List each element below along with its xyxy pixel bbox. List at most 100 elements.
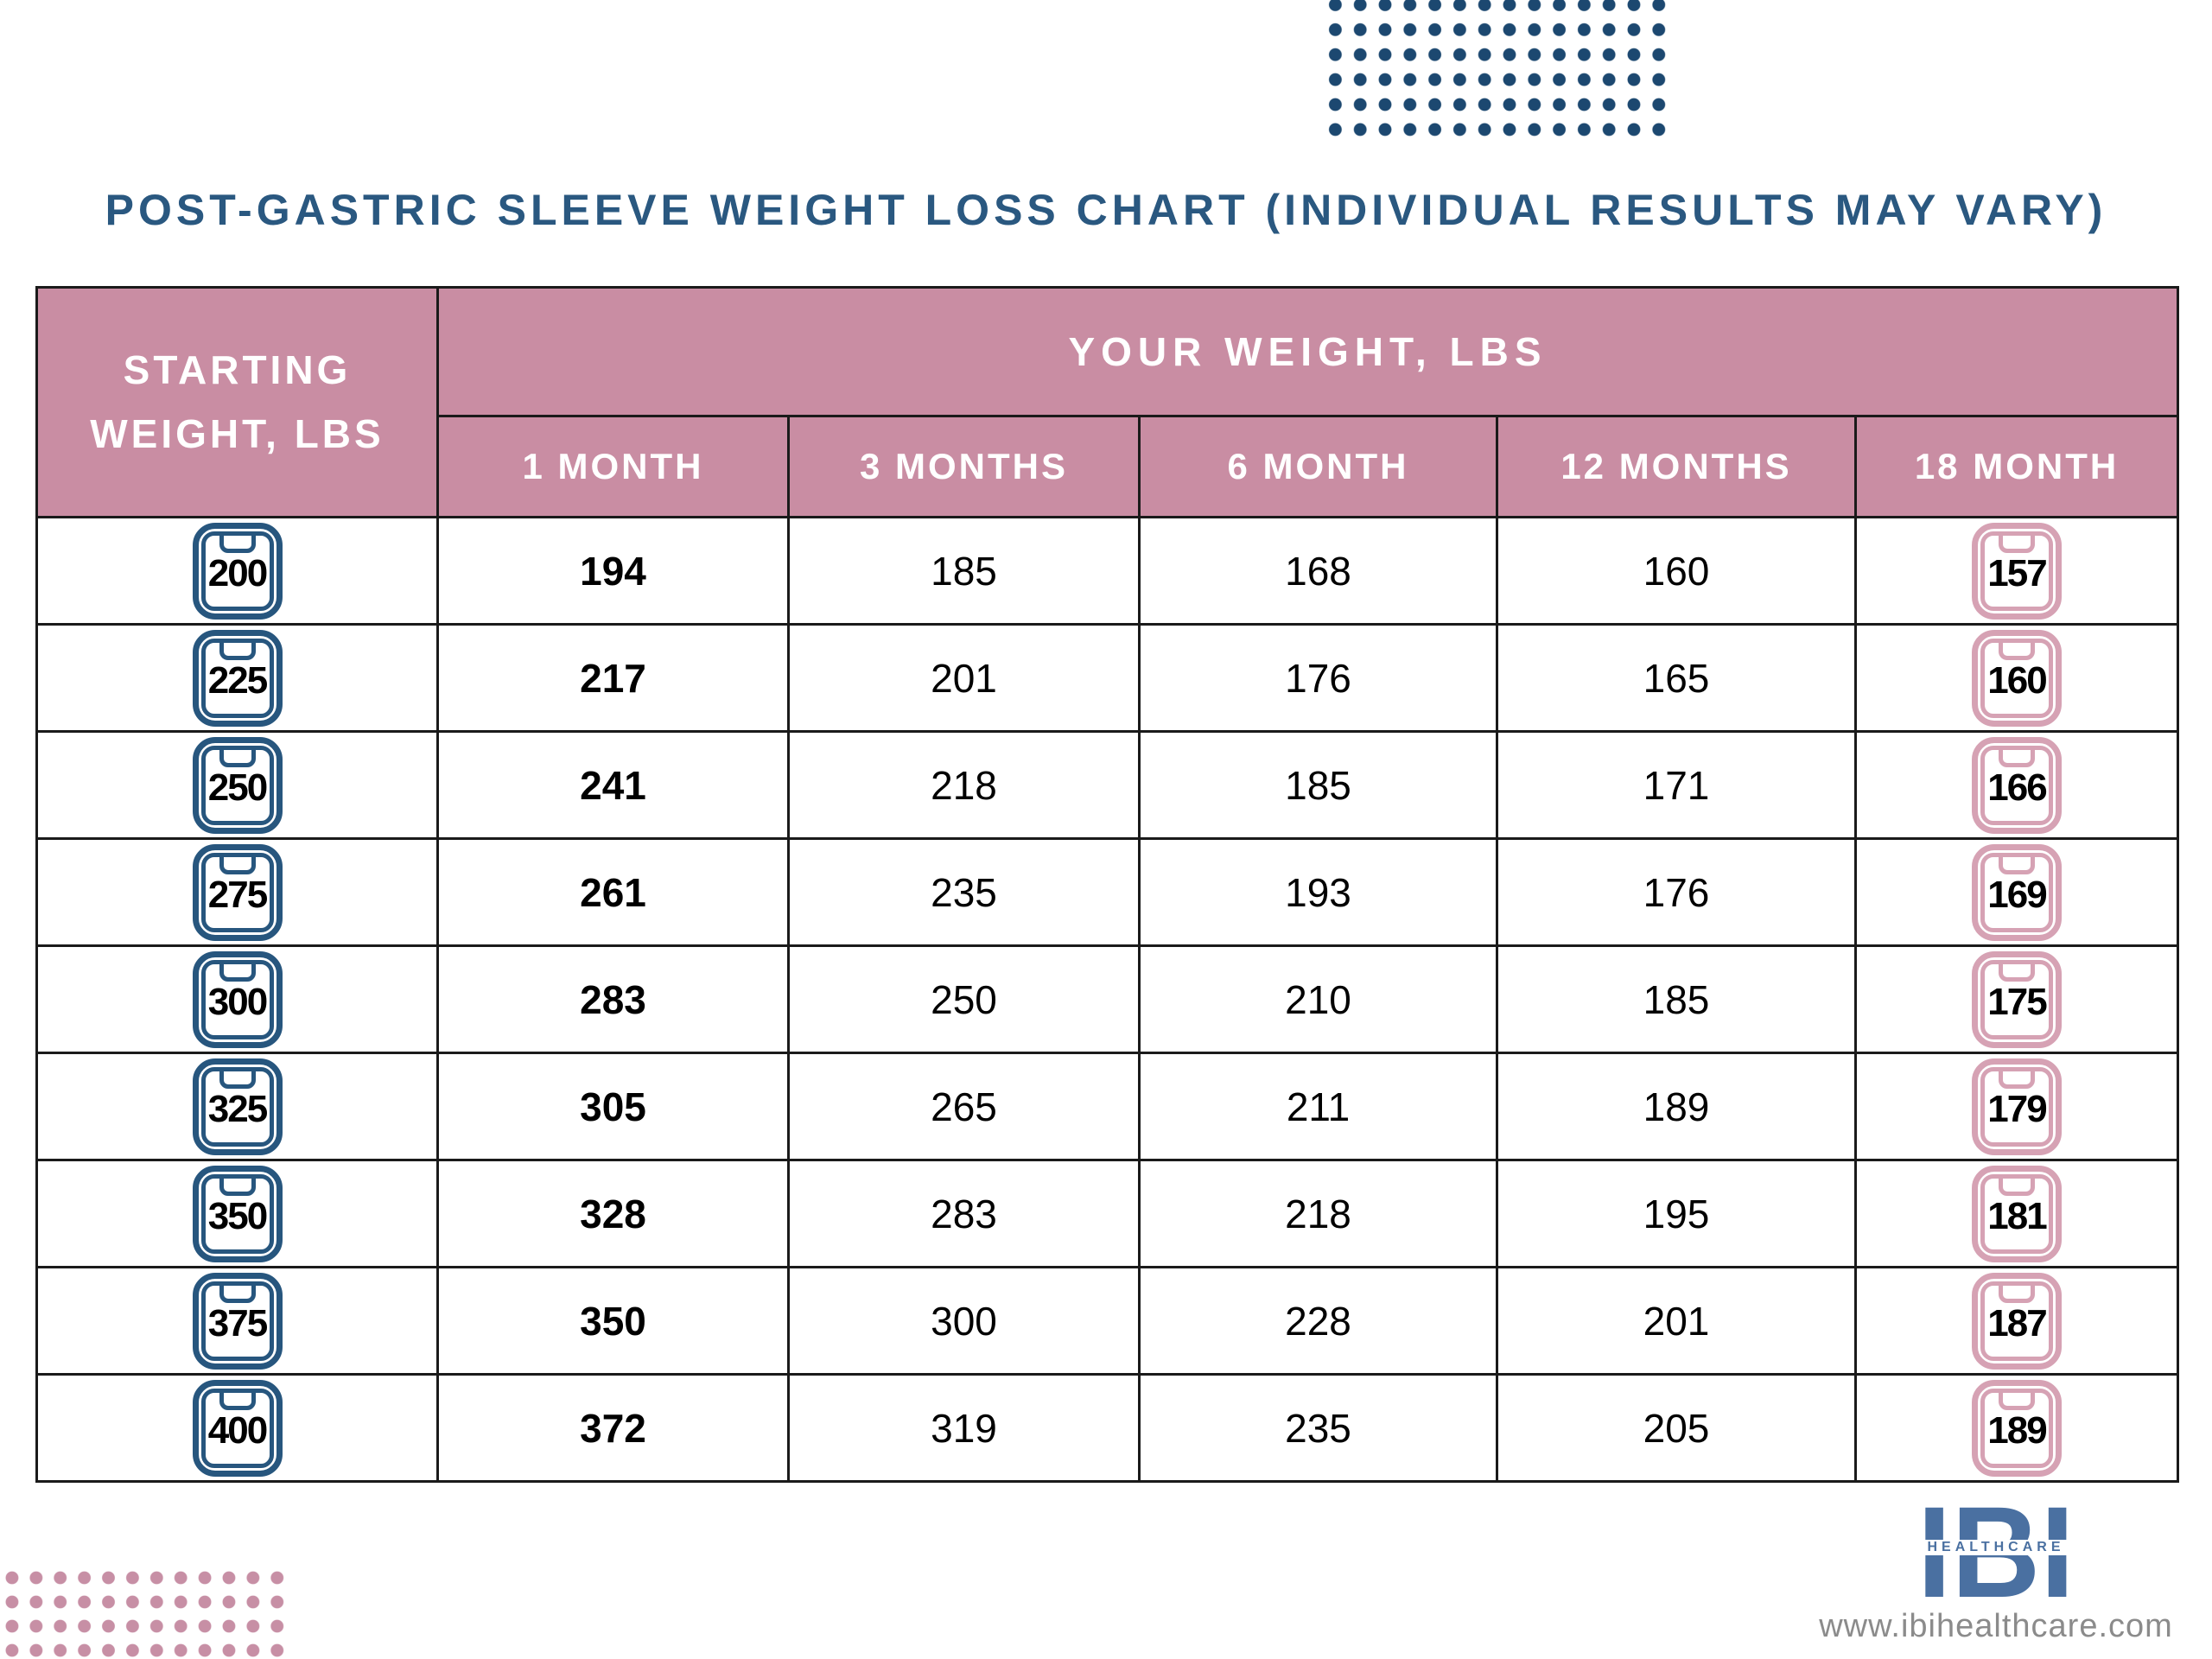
weight-18-month-value: 187 bbox=[1987, 1301, 2047, 1344]
starting-weight-value: 200 bbox=[207, 551, 268, 594]
weight-18-month-cell: 187 bbox=[1853, 1266, 2180, 1376]
starting-weight-cell: 275 bbox=[35, 837, 439, 947]
weight-loss-table: STARTING WEIGHT, LBS YOUR WEIGHT, LBS 1 … bbox=[35, 286, 2180, 1483]
weight-18-month-value: 189 bbox=[1987, 1408, 2047, 1452]
scale-icon-display bbox=[1999, 638, 2035, 660]
weight-18-month-cell: 175 bbox=[1853, 944, 2180, 1054]
weight-12-months-cell: 171 bbox=[1496, 730, 1857, 840]
weight-1-month-cell: 283 bbox=[436, 944, 790, 1054]
weight-12-months-cell: 185 bbox=[1496, 944, 1857, 1054]
weight-18-month-cell: 166 bbox=[1853, 730, 2180, 840]
table-row: 375 350 300 228 201 187 bbox=[35, 1266, 2180, 1376]
weight-6-month-cell: 211 bbox=[1138, 1052, 1498, 1161]
scale-icon: 325 bbox=[192, 1058, 283, 1155]
scale-icon: 157 bbox=[1972, 522, 2062, 620]
weight-1-month-cell: 372 bbox=[436, 1373, 790, 1483]
table-row: 350 328 283 218 195 181 bbox=[35, 1159, 2180, 1268]
scale-icon: 350 bbox=[192, 1165, 283, 1262]
scale-icon-display bbox=[219, 852, 256, 874]
weight-3-months-cell: 185 bbox=[787, 516, 1141, 626]
weight-3-months-cell: 283 bbox=[787, 1159, 1141, 1268]
starting-weight-value: 350 bbox=[207, 1194, 268, 1237]
weight-1-month-cell: 241 bbox=[436, 730, 790, 840]
header-3-months: 3 MONTHS bbox=[787, 415, 1141, 518]
dot-pattern-top bbox=[1323, 0, 1672, 144]
starting-weight-cell: 250 bbox=[35, 730, 439, 840]
scale-icon-display bbox=[219, 1066, 256, 1089]
starting-weight-value: 325 bbox=[207, 1087, 268, 1130]
scale-icon: 189 bbox=[1972, 1379, 2062, 1477]
weight-1-month-cell: 305 bbox=[436, 1052, 790, 1161]
scale-icon: 181 bbox=[1972, 1165, 2062, 1262]
weight-3-months-cell: 235 bbox=[787, 837, 1141, 947]
page-title: POST-GASTRIC SLEEVE WEIGHT LOSS CHART (I… bbox=[105, 186, 2107, 234]
table-row: 250 241 218 185 171 166 bbox=[35, 730, 2180, 840]
scale-icon-display bbox=[219, 531, 256, 553]
weight-3-months-cell: 265 bbox=[787, 1052, 1141, 1161]
weight-6-month-cell: 218 bbox=[1138, 1159, 1498, 1268]
weight-1-month-cell: 194 bbox=[436, 516, 790, 626]
scale-icon: 375 bbox=[192, 1272, 283, 1370]
weight-6-month-cell: 210 bbox=[1138, 944, 1498, 1054]
scale-icon: 300 bbox=[192, 950, 283, 1048]
table-row: 400 372 319 235 205 189 bbox=[35, 1373, 2180, 1483]
weight-6-month-cell: 176 bbox=[1138, 623, 1498, 733]
scale-icon-display bbox=[219, 959, 256, 982]
starting-weight-header-line1: STARTING bbox=[123, 346, 352, 392]
table-row: 300 283 250 210 185 175 bbox=[35, 944, 2180, 1054]
scale-icon: 225 bbox=[192, 629, 283, 727]
logo-ibi: IBI HEALTHCARE bbox=[1908, 1487, 2084, 1617]
weight-1-month-cell: 261 bbox=[436, 837, 790, 947]
table-row: 225 217 201 176 165 160 bbox=[35, 623, 2180, 733]
scale-icon: 175 bbox=[1972, 950, 2062, 1048]
scale-icon-display bbox=[1999, 1173, 2035, 1196]
header-6-month: 6 MONTH bbox=[1138, 415, 1498, 518]
starting-weight-value: 375 bbox=[207, 1301, 268, 1344]
scale-icon-display bbox=[219, 1173, 256, 1196]
header-1-month: 1 MONTH bbox=[436, 415, 790, 518]
scale-icon-display bbox=[1999, 1066, 2035, 1089]
weight-18-month-cell: 189 bbox=[1853, 1373, 2180, 1483]
starting-weight-value: 275 bbox=[207, 873, 268, 916]
scale-icon: 166 bbox=[1972, 736, 2062, 834]
weight-3-months-cell: 319 bbox=[787, 1373, 1141, 1483]
starting-weight-cell: 200 bbox=[35, 516, 439, 626]
starting-weight-value: 300 bbox=[207, 980, 268, 1023]
scale-icon-display bbox=[219, 1388, 256, 1410]
scale-icon: 400 bbox=[192, 1379, 283, 1477]
weight-3-months-cell: 201 bbox=[787, 623, 1141, 733]
weight-18-month-cell: 169 bbox=[1853, 837, 2180, 947]
weight-1-month-cell: 217 bbox=[436, 623, 790, 733]
scale-icon: 160 bbox=[1972, 629, 2062, 727]
logo: IBI HEALTHCARE www.ibihealthcare.com bbox=[1815, 1487, 2177, 1645]
header-18-month: 18 MONTH bbox=[1853, 415, 2180, 518]
logo-healthcare-band: HEALTHCARE bbox=[1908, 1540, 2084, 1555]
weight-12-months-cell: 176 bbox=[1496, 837, 1857, 947]
weight-12-months-cell: 189 bbox=[1496, 1052, 1857, 1161]
scale-icon: 250 bbox=[192, 736, 283, 834]
starting-weight-cell: 400 bbox=[35, 1373, 439, 1483]
weight-6-month-cell: 235 bbox=[1138, 1373, 1498, 1483]
scale-icon: 187 bbox=[1972, 1272, 2062, 1370]
weight-18-month-cell: 160 bbox=[1853, 623, 2180, 733]
starting-weight-cell: 350 bbox=[35, 1159, 439, 1268]
weight-3-months-cell: 250 bbox=[787, 944, 1141, 1054]
weight-18-month-value: 166 bbox=[1987, 766, 2047, 809]
weight-18-month-value: 175 bbox=[1987, 980, 2047, 1023]
starting-weight-cell: 375 bbox=[35, 1266, 439, 1376]
weight-12-months-cell: 160 bbox=[1496, 516, 1857, 626]
table-row: 275 261 235 193 176 169 bbox=[35, 837, 2180, 947]
scale-icon-display bbox=[1999, 959, 2035, 982]
dot-pattern-bottom bbox=[0, 1566, 289, 1659]
website-url: www.ibihealthcare.com bbox=[1819, 1608, 2173, 1644]
weight-18-month-cell: 181 bbox=[1853, 1159, 2180, 1268]
scale-icon-display bbox=[219, 745, 256, 767]
weight-6-month-cell: 228 bbox=[1138, 1266, 1498, 1376]
weight-18-month-value: 169 bbox=[1987, 873, 2047, 916]
starting-weight-cell: 300 bbox=[35, 944, 439, 1054]
your-weight-header: YOUR WEIGHT, LBS bbox=[435, 286, 2180, 417]
weight-1-month-cell: 328 bbox=[436, 1159, 790, 1268]
scale-icon-display bbox=[1999, 1388, 2035, 1410]
weight-18-month-cell: 157 bbox=[1853, 516, 2180, 626]
weight-18-month-cell: 179 bbox=[1853, 1052, 2180, 1161]
